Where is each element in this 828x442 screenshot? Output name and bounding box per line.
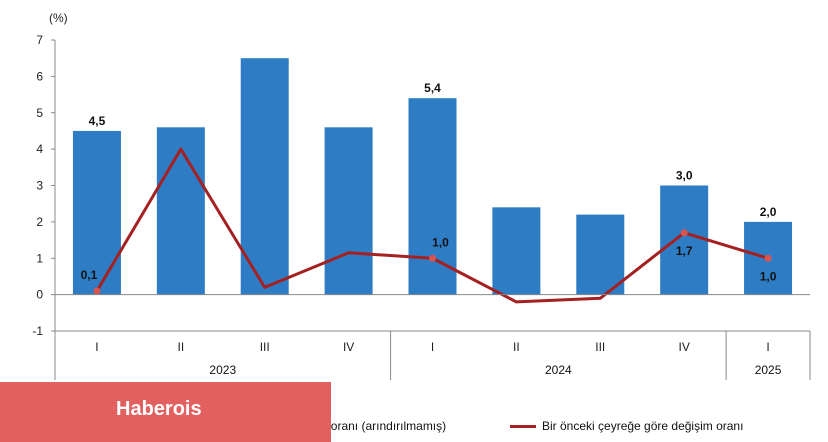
- y-tick-label: 5: [36, 106, 43, 120]
- line-point: [93, 287, 101, 295]
- y-tick-label: 3: [36, 179, 43, 193]
- bar-data-label: 3,0: [676, 169, 693, 183]
- y-tick-label: 6: [36, 69, 43, 83]
- bar: [72, 130, 121, 295]
- y-tick-label: 4: [36, 142, 43, 156]
- y-tick-label: -1: [32, 324, 43, 338]
- bar-data-label: 4,5: [89, 114, 106, 128]
- line-point: [680, 229, 688, 237]
- x-group-label: 2024: [545, 363, 572, 377]
- y-tick-label: 0: [36, 288, 43, 302]
- bar-data-label: 5,4: [424, 81, 441, 95]
- x-tick-label: I: [95, 340, 98, 354]
- x-tick-label: IV: [343, 340, 354, 354]
- watermark-badge: Haberois: [0, 382, 331, 442]
- y-tick-label: 1: [36, 251, 43, 265]
- bar: [576, 214, 625, 295]
- line-point: [429, 254, 436, 262]
- watermark-text: Haberois: [116, 398, 202, 420]
- bar: [492, 207, 541, 295]
- bar: [240, 58, 289, 295]
- y-unit-label: (%): [49, 11, 68, 25]
- legend-swatch-line: [510, 424, 536, 428]
- x-tick-label: I: [431, 340, 434, 354]
- x-tick-label: III: [595, 340, 605, 354]
- line-data-label: 1,0: [432, 235, 449, 249]
- x-group-label: 2023: [209, 363, 236, 377]
- x-tick-label: I: [766, 340, 769, 354]
- line-data-label: 1,7: [676, 244, 693, 258]
- line-data-label: 1,0: [760, 269, 777, 283]
- line-data-label: 0,1: [81, 268, 98, 282]
- x-group-label: 2025: [755, 363, 782, 377]
- y-tick-label: 7: [36, 33, 43, 47]
- bar: [408, 98, 457, 295]
- legend-label-line: Bir önceki çeyreğe göre değişim oranı: [542, 419, 744, 433]
- line-point: [764, 254, 772, 262]
- x-tick-label: III: [260, 340, 270, 354]
- legend-item-line: Bir önceki çeyreğe göre değişim oranı: [510, 418, 743, 434]
- x-tick-label: II: [513, 340, 520, 354]
- bar: [156, 127, 205, 295]
- x-tick-label: II: [177, 340, 184, 354]
- x-tick-label: IV: [678, 340, 689, 354]
- bar: [660, 185, 709, 295]
- y-tick-label: 2: [36, 215, 43, 229]
- bar: [324, 127, 373, 295]
- bar-data-label: 2,0: [760, 205, 777, 219]
